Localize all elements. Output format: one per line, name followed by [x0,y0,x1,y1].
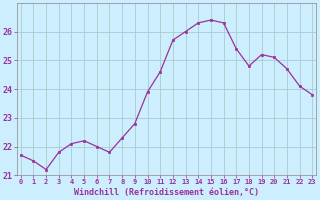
X-axis label: Windchill (Refroidissement éolien,°C): Windchill (Refroidissement éolien,°C) [74,188,259,197]
